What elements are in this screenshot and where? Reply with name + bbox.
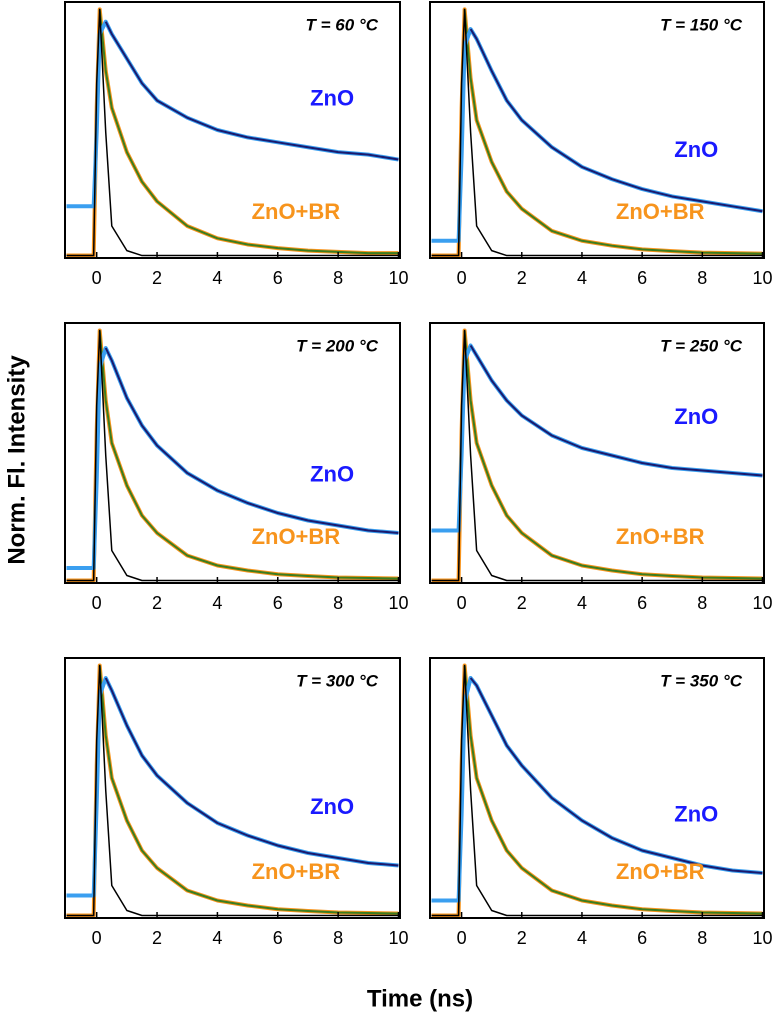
irf-line	[431, 329, 763, 582]
x-tick-label: 10	[752, 928, 772, 948]
x-tick-label: 10	[388, 928, 408, 948]
plot-area	[431, 328, 763, 583]
fit-line	[98, 665, 399, 915]
panel-title: T = 60 °C	[306, 15, 379, 34]
series-label: ZnO+BR	[252, 199, 341, 224]
x-tick-label: 8	[697, 928, 707, 948]
x-tick-label: 6	[273, 928, 283, 948]
x-tick-label: 0	[457, 928, 467, 948]
fit-line	[463, 9, 763, 255]
plot-frame	[429, 322, 765, 584]
series-label: ZnO+BR	[252, 859, 341, 884]
plot-area	[66, 328, 399, 583]
x-tick-label: 6	[637, 268, 647, 288]
x-tick-label: 8	[333, 928, 343, 948]
x-tick-label: 4	[577, 268, 587, 288]
series-label: ZnO	[674, 404, 718, 429]
plot-frame	[64, 657, 401, 919]
x-tick-label: 4	[577, 593, 587, 613]
plot-area	[431, 7, 763, 258]
series-label: ZnO	[310, 794, 354, 819]
x-tick-label: 10	[388, 268, 408, 288]
fit-line	[98, 330, 399, 580]
panel-title: T = 350 °C	[660, 671, 743, 690]
x-tick-label: 0	[92, 928, 102, 948]
x-tick-label: 4	[212, 928, 222, 948]
plot-frame	[64, 322, 401, 584]
irf-line	[66, 664, 399, 917]
plot-area	[431, 663, 763, 918]
x-tick-label: 2	[517, 593, 527, 613]
x-tick-label: 2	[517, 268, 527, 288]
fit-line	[463, 330, 763, 580]
x-tick-label: 0	[92, 593, 102, 613]
irf-line	[66, 8, 399, 257]
plot-frame	[64, 1, 401, 259]
fit-line	[104, 677, 399, 867]
series-label: ZnO+BR	[616, 524, 705, 549]
x-tick-label: 2	[152, 928, 162, 948]
x-tick-label: 6	[637, 928, 647, 948]
plot-area	[66, 663, 399, 918]
x-tick-label: 6	[273, 268, 283, 288]
fit-line	[469, 677, 763, 874]
data-line	[66, 19, 399, 209]
x-tick-label: 8	[333, 593, 343, 613]
panel-title: T = 200 °C	[296, 336, 379, 355]
fit-line	[463, 665, 763, 915]
x-tick-label: 4	[577, 928, 587, 948]
series-label: ZnO+BR	[616, 199, 705, 224]
x-tick-label: 10	[752, 268, 772, 288]
irf-line	[431, 664, 763, 917]
irf-line	[66, 329, 399, 582]
plot-frame	[429, 1, 765, 259]
panel-title: T = 300 °C	[296, 671, 379, 690]
data-line	[431, 343, 763, 533]
series-label: ZnO	[674, 137, 718, 162]
x-tick-label: 4	[212, 268, 222, 288]
series-label: ZnO	[310, 461, 354, 486]
x-tick-label: 4	[212, 593, 222, 613]
x-tick-label: 6	[273, 593, 283, 613]
x-tick-label: 2	[152, 268, 162, 288]
x-tick-label: 8	[333, 268, 343, 288]
irf-line	[431, 8, 763, 257]
panel-title: T = 250 °C	[660, 336, 743, 355]
series-label: ZnO+BR	[616, 859, 705, 884]
series-label: ZnO	[310, 85, 354, 110]
x-tick-label: 0	[92, 268, 102, 288]
plot-frame	[429, 657, 765, 919]
x-tick-label: 2	[152, 593, 162, 613]
series-label: ZnO+BR	[252, 524, 341, 549]
panel-title: T = 150 °C	[660, 15, 743, 34]
plot-area	[66, 7, 399, 258]
fit-line	[469, 28, 763, 213]
x-tick-label: 8	[697, 268, 707, 288]
fit-line	[469, 344, 763, 477]
series-label: ZnO	[674, 801, 718, 826]
x-tick-label: 0	[457, 268, 467, 288]
x-tick-label: 6	[637, 593, 647, 613]
x-tick-label: 0	[457, 593, 467, 613]
fit-line	[98, 9, 399, 255]
x-tick-label: 10	[388, 593, 408, 613]
x-tick-label: 10	[752, 593, 772, 613]
x-axis-label: Time (ns)	[367, 985, 473, 1012]
y-axis-label: Norm. Fl. Intensity	[3, 355, 30, 565]
x-tick-label: 8	[697, 593, 707, 613]
x-tick-label: 2	[517, 928, 527, 948]
fit-line	[104, 347, 399, 534]
fit-line	[104, 21, 399, 161]
